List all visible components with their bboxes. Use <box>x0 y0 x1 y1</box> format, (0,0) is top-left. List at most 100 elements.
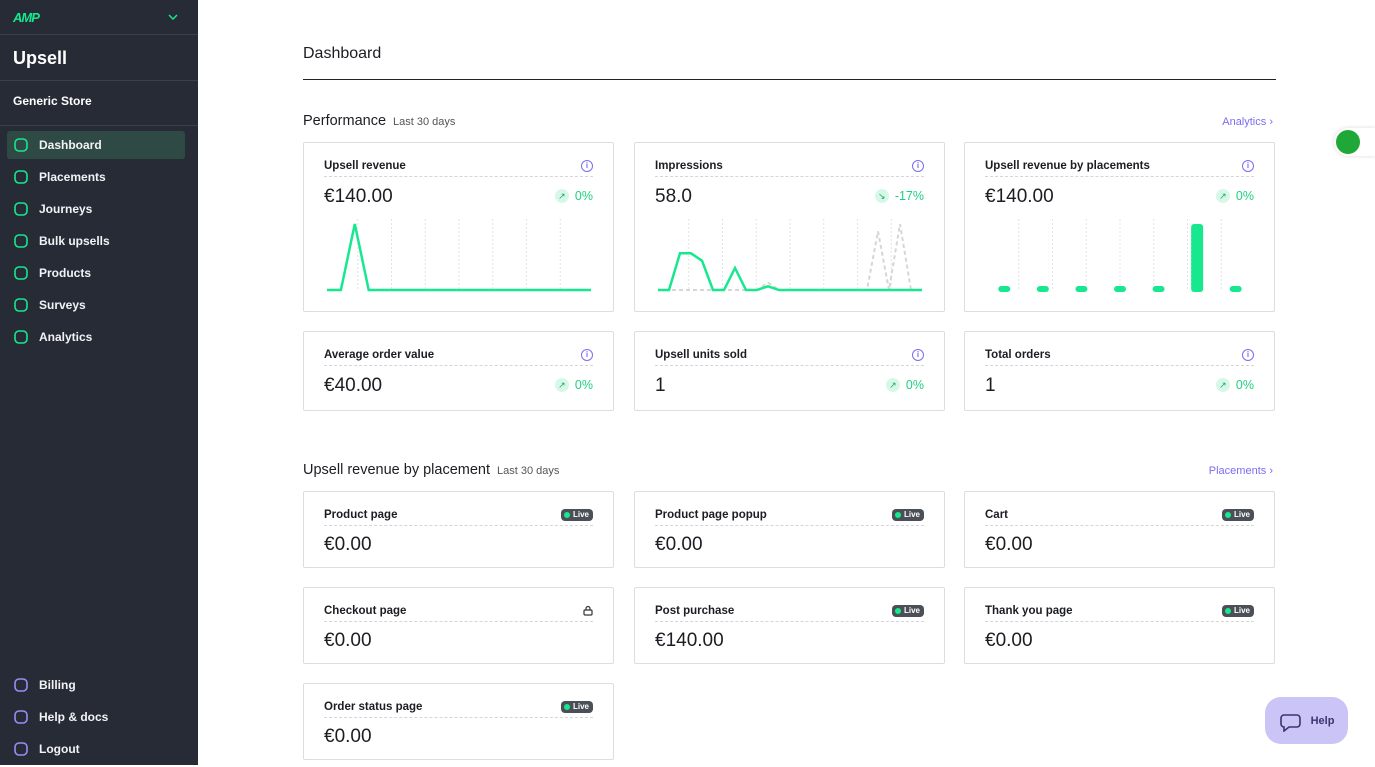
nav-label[interactable]: Analytics <box>39 330 93 344</box>
nav-label[interactable]: Bulk upsells <box>39 234 110 248</box>
nav-icon <box>14 138 28 152</box>
placement-card[interactable]: Cart Live €0.00 <box>964 491 1275 568</box>
placement-card[interactable]: Product page popup Live €0.00 <box>634 491 945 568</box>
lock-shackle <box>585 605 591 610</box>
trend-icon: ↗ <box>554 378 569 392</box>
card-value: €0.00 <box>324 726 372 747</box>
nav-label[interactable]: Journeys <box>39 202 93 216</box>
lock-icon <box>583 605 593 616</box>
nav-item[interactable]: Help & docs <box>7 703 185 731</box>
nav-item[interactable]: Logout <box>7 735 185 763</box>
info-icon[interactable]: i <box>581 159 593 172</box>
icon-shape <box>14 138 28 152</box>
nav-item[interactable]: Analytics <box>7 323 185 351</box>
info-icon[interactable]: i <box>912 348 924 361</box>
placement-card[interactable]: Post purchase Live €140.00 <box>634 587 945 664</box>
section-link[interactable]: Analytics › <box>1222 116 1273 128</box>
nav-label[interactable]: Surveys <box>39 298 86 312</box>
change-value: 0% <box>1235 378 1254 392</box>
nav-label[interactable]: Help & docs <box>39 710 109 724</box>
floating-widget[interactable] <box>1334 128 1375 156</box>
metric-card: Total orders i 1 ↗ 0% <box>964 331 1275 411</box>
metric-card: Impressions i 58.0 ↘ -17% <box>634 142 945 312</box>
nav-icon <box>14 234 28 248</box>
nav-item[interactable]: Bulk upsells <box>7 227 185 255</box>
card-change: ↗ 0% <box>1215 378 1254 392</box>
placement-card[interactable]: Product page Live €0.00 <box>303 491 614 568</box>
info-icon[interactable]: i <box>1242 159 1254 172</box>
card-header: Order status page Live <box>324 696 593 718</box>
page-title: Dashboard <box>303 45 382 62</box>
card-change: ↗ 0% <box>885 378 924 392</box>
change-value: 0% <box>1235 189 1254 203</box>
link-text[interactable]: Analytics <box>1222 116 1267 128</box>
chart-line <box>658 252 922 292</box>
bar <box>1191 224 1204 292</box>
nav: Dashboard Placements Journeys Bulk upsells P… <box>7 131 185 355</box>
nav-icon <box>14 298 28 312</box>
nav-label[interactable]: Placements <box>39 170 106 184</box>
status-dot <box>894 607 901 614</box>
icon-shape <box>14 330 28 344</box>
status-label: Live <box>1233 606 1250 615</box>
nav-item[interactable]: Journeys <box>7 195 185 223</box>
section-header: Performance Last 30 days Analytics › <box>303 113 1276 129</box>
card-change: ↗ 0% <box>554 189 593 203</box>
bar <box>1114 286 1126 292</box>
change-value: 0% <box>905 378 924 392</box>
nav-label[interactable]: Products <box>39 266 92 280</box>
section-title: Performance <box>303 113 387 129</box>
card-header: Impressions i <box>655 155 924 177</box>
trend-icon: ↗ <box>885 378 900 392</box>
nav-item[interactable]: Billing <box>7 671 185 699</box>
bar <box>1036 286 1049 292</box>
placement-card[interactable]: Thank you page Live €0.00 <box>964 587 1275 664</box>
nav-item[interactable]: Surveys <box>7 291 185 319</box>
widget-icon[interactable] <box>1336 130 1360 154</box>
card-change: ↗ 0% <box>1215 189 1254 203</box>
brand-row[interactable]: AMP <box>0 0 198 35</box>
card-value: €140.00 <box>324 186 393 207</box>
nav-item[interactable]: Dashboard <box>7 131 185 159</box>
placement-card[interactable]: Order status page Live €0.00 <box>303 683 614 760</box>
placement-card[interactable]: Checkout page €0.00 <box>303 587 614 664</box>
icon-shape <box>14 234 28 248</box>
card-title: Impressions <box>655 159 723 172</box>
app-name: Upsell <box>0 35 198 81</box>
status-label: Live <box>1233 510 1250 519</box>
metric-card: Upsell units sold i 1 ↗ 0% <box>634 331 945 411</box>
card-header: Upsell revenue by placements i <box>985 155 1254 177</box>
nav-icon <box>14 678 28 692</box>
status-label: Live <box>572 510 589 519</box>
nav-label[interactable]: Logout <box>39 742 80 756</box>
help-label[interactable]: Help <box>1310 714 1335 727</box>
card-value: €140.00 <box>655 630 724 651</box>
info-icon[interactable]: i <box>912 159 924 172</box>
help-button[interactable]: Help <box>1265 697 1348 744</box>
nav-label[interactable]: Dashboard <box>39 138 102 152</box>
section-title: Upsell revenue by placement <box>303 462 490 478</box>
section-link[interactable]: Placements › <box>1208 465 1273 477</box>
info-icon[interactable]: i <box>581 348 593 361</box>
metric-card: Upsell revenue i €140.00 ↗ 0% <box>303 142 614 312</box>
info-icon[interactable]: i <box>1242 348 1254 361</box>
status-label: Live <box>903 606 920 615</box>
card-title: Cart <box>985 508 1009 521</box>
icon-shape <box>14 298 28 312</box>
card-value: €40.00 <box>324 375 383 396</box>
nav-item[interactable]: Placements <box>7 163 185 191</box>
chart <box>327 219 591 292</box>
nav-icon <box>14 710 28 724</box>
link-text[interactable]: Placements <box>1208 465 1267 477</box>
bar <box>1152 286 1165 292</box>
card-value: €0.00 <box>655 534 703 555</box>
status-dot <box>894 511 901 518</box>
status-dot <box>563 511 570 518</box>
change-value: 0% <box>574 189 593 203</box>
nav-icon <box>14 170 28 184</box>
nav-item[interactable]: Products <box>7 259 185 287</box>
nav-label[interactable]: Billing <box>39 678 76 692</box>
bar <box>1075 286 1088 292</box>
status-dot <box>563 703 570 710</box>
